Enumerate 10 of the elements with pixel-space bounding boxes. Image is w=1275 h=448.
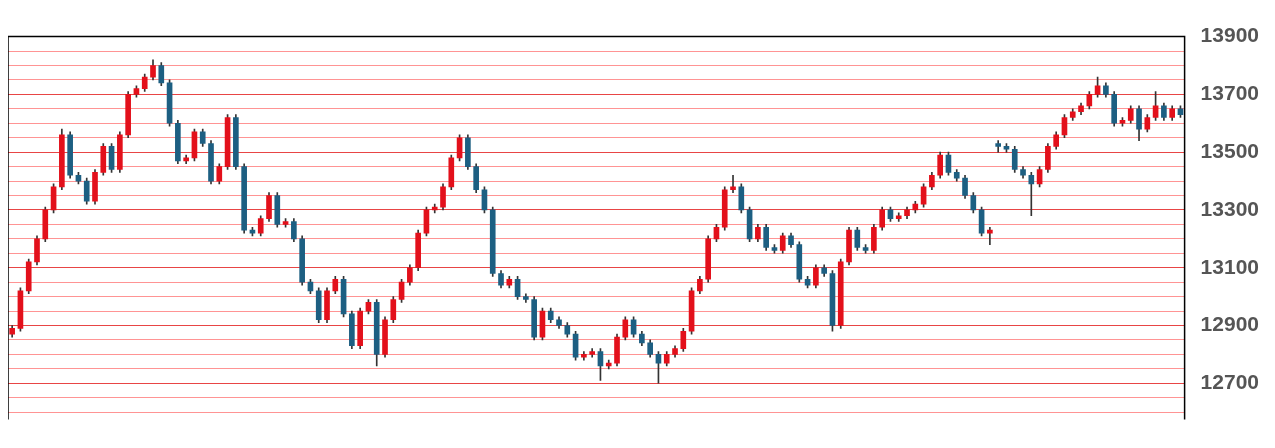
y-tick-label: 12900	[1200, 312, 1260, 336]
y-tick-label: 13300	[1200, 196, 1260, 220]
candlestick	[1028, 172, 1035, 217]
y-tick-label: 13700	[1200, 81, 1260, 105]
y-tick-label: 12700	[1200, 370, 1260, 394]
y-tick-label: 13900	[1200, 23, 1260, 47]
y-tick-label: 13500	[1200, 138, 1260, 162]
candlestick	[987, 226, 993, 245]
y-tick-label: 13100	[1200, 254, 1260, 278]
candlestick	[730, 174, 736, 193]
